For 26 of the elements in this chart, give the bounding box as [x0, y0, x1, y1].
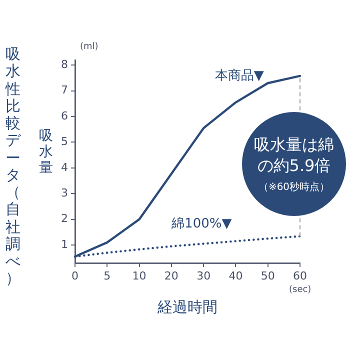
text: (ml)	[80, 42, 98, 52]
x-tick-label: 60	[293, 269, 307, 282]
series-label: 本商品▼	[214, 68, 264, 84]
series-label: 綿100%▼	[170, 216, 232, 232]
x-tick-label: 0	[72, 269, 78, 282]
annotation: （※60秒時点）	[258, 180, 330, 194]
y-tick-label: 3	[61, 186, 68, 200]
annotation: 吸水量は綿の約5.9倍	[253, 134, 335, 176]
circle-badge: 吸水量は綿の約5.9倍 （※60秒時点）	[242, 112, 346, 216]
y-axis-title: 吸水量	[39, 128, 53, 176]
x-tick-label: 40	[228, 269, 243, 282]
y-tick-label: 6	[61, 109, 68, 122]
y-tick-label: 5	[61, 135, 68, 148]
y-tick-label: 1	[61, 238, 68, 251]
y-tick-label: 4	[61, 160, 68, 174]
y-tick-label: 2	[61, 212, 68, 226]
x-tick-label: 30	[196, 269, 211, 282]
x-axis-title: 経過時間	[156, 298, 218, 317]
x-tick-label: 10	[132, 269, 146, 282]
x-tick-label: 20	[164, 269, 178, 282]
x-tick-label: 5	[104, 269, 111, 282]
text: (sec)	[289, 285, 312, 295]
y-tick-label: 7	[61, 84, 68, 97]
x-tick-label: 50	[260, 269, 275, 282]
chart-title: 吸水性比較データ（自社調べ）	[6, 45, 20, 288]
y-tick-label: 8	[61, 58, 68, 71]
